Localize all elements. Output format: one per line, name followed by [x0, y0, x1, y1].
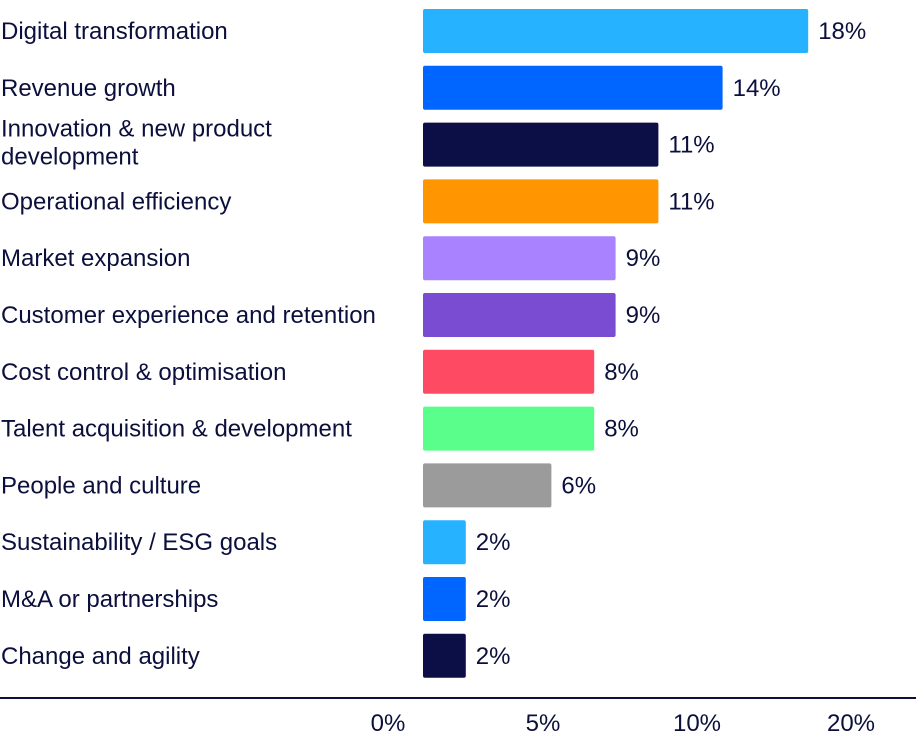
bar-7	[423, 406, 595, 451]
value-label-3: 11%	[668, 188, 714, 215]
value-label-10: 2%	[476, 586, 511, 613]
category-label-line-4-0: Market expansion	[1, 245, 190, 272]
category-label-5: Customer experience and retention	[1, 302, 376, 329]
value-label-8: 6%	[561, 472, 596, 499]
category-label-1: Revenue growth	[1, 75, 176, 102]
bar-6	[423, 349, 595, 394]
value-label-2: 11%	[668, 132, 714, 159]
bar-5	[423, 293, 616, 337]
category-label-line-3-0: Operational efficiency	[1, 188, 231, 215]
category-label-line-10-0: M&A or partnerships	[1, 586, 218, 613]
x-tick-label-3: 20%	[827, 710, 875, 737]
value-label-5: 9%	[626, 302, 661, 329]
bar-10	[423, 577, 466, 621]
bar-11	[423, 633, 466, 678]
value-label-9: 2%	[476, 529, 511, 556]
value-label-11: 2%	[476, 643, 511, 670]
value-label-6: 8%	[604, 359, 639, 386]
value-label-1: 14%	[733, 75, 781, 102]
category-label-7: Talent acquisition & development	[1, 416, 352, 443]
bar-4	[423, 236, 616, 281]
bar-2	[423, 122, 659, 167]
category-label-line-0-0: Digital transformation	[1, 18, 228, 45]
bar-8	[423, 463, 552, 508]
bar-3	[423, 179, 659, 224]
category-label-9: Sustainability / ESG goals	[1, 529, 277, 556]
category-label-0: Digital transformation	[1, 18, 228, 45]
category-label-line-8-0: People and culture	[1, 472, 201, 499]
category-label-11: Change and agility	[1, 643, 200, 670]
category-label-line-11-0: Change and agility	[1, 643, 200, 670]
value-label-7: 8%	[604, 416, 639, 443]
category-label-line-7-0: Talent acquisition & development	[1, 416, 352, 443]
x-tick-label-2: 10%	[673, 710, 721, 737]
category-label-10: M&A or partnerships	[1, 586, 218, 613]
value-label-4: 9%	[626, 245, 661, 272]
category-label-4: Market expansion	[1, 245, 190, 272]
category-label-3: Operational efficiency	[1, 188, 231, 215]
bar-0	[423, 9, 809, 53]
bar-1	[423, 65, 723, 110]
category-label-line-9-0: Sustainability / ESG goals	[1, 529, 277, 556]
category-label-6: Cost control & optimisation	[1, 359, 286, 386]
bar-9	[423, 520, 466, 565]
x-tick-label-0: 0%	[371, 710, 406, 737]
x-tick-label-1: 5%	[526, 710, 561, 737]
category-label-line-5-0: Customer experience and retention	[1, 302, 376, 329]
category-label-line-1-0: Revenue growth	[1, 75, 176, 102]
category-label-2: Innovation & new product development	[1, 116, 272, 171]
category-label-line-6-0: Cost control & optimisation	[1, 359, 286, 386]
category-label-8: People and culture	[1, 472, 201, 499]
category-label-line-2-0: Innovation & new product	[1, 116, 272, 143]
category-label-line-2-1: development	[1, 144, 139, 171]
value-label-0: 18%	[818, 18, 866, 45]
